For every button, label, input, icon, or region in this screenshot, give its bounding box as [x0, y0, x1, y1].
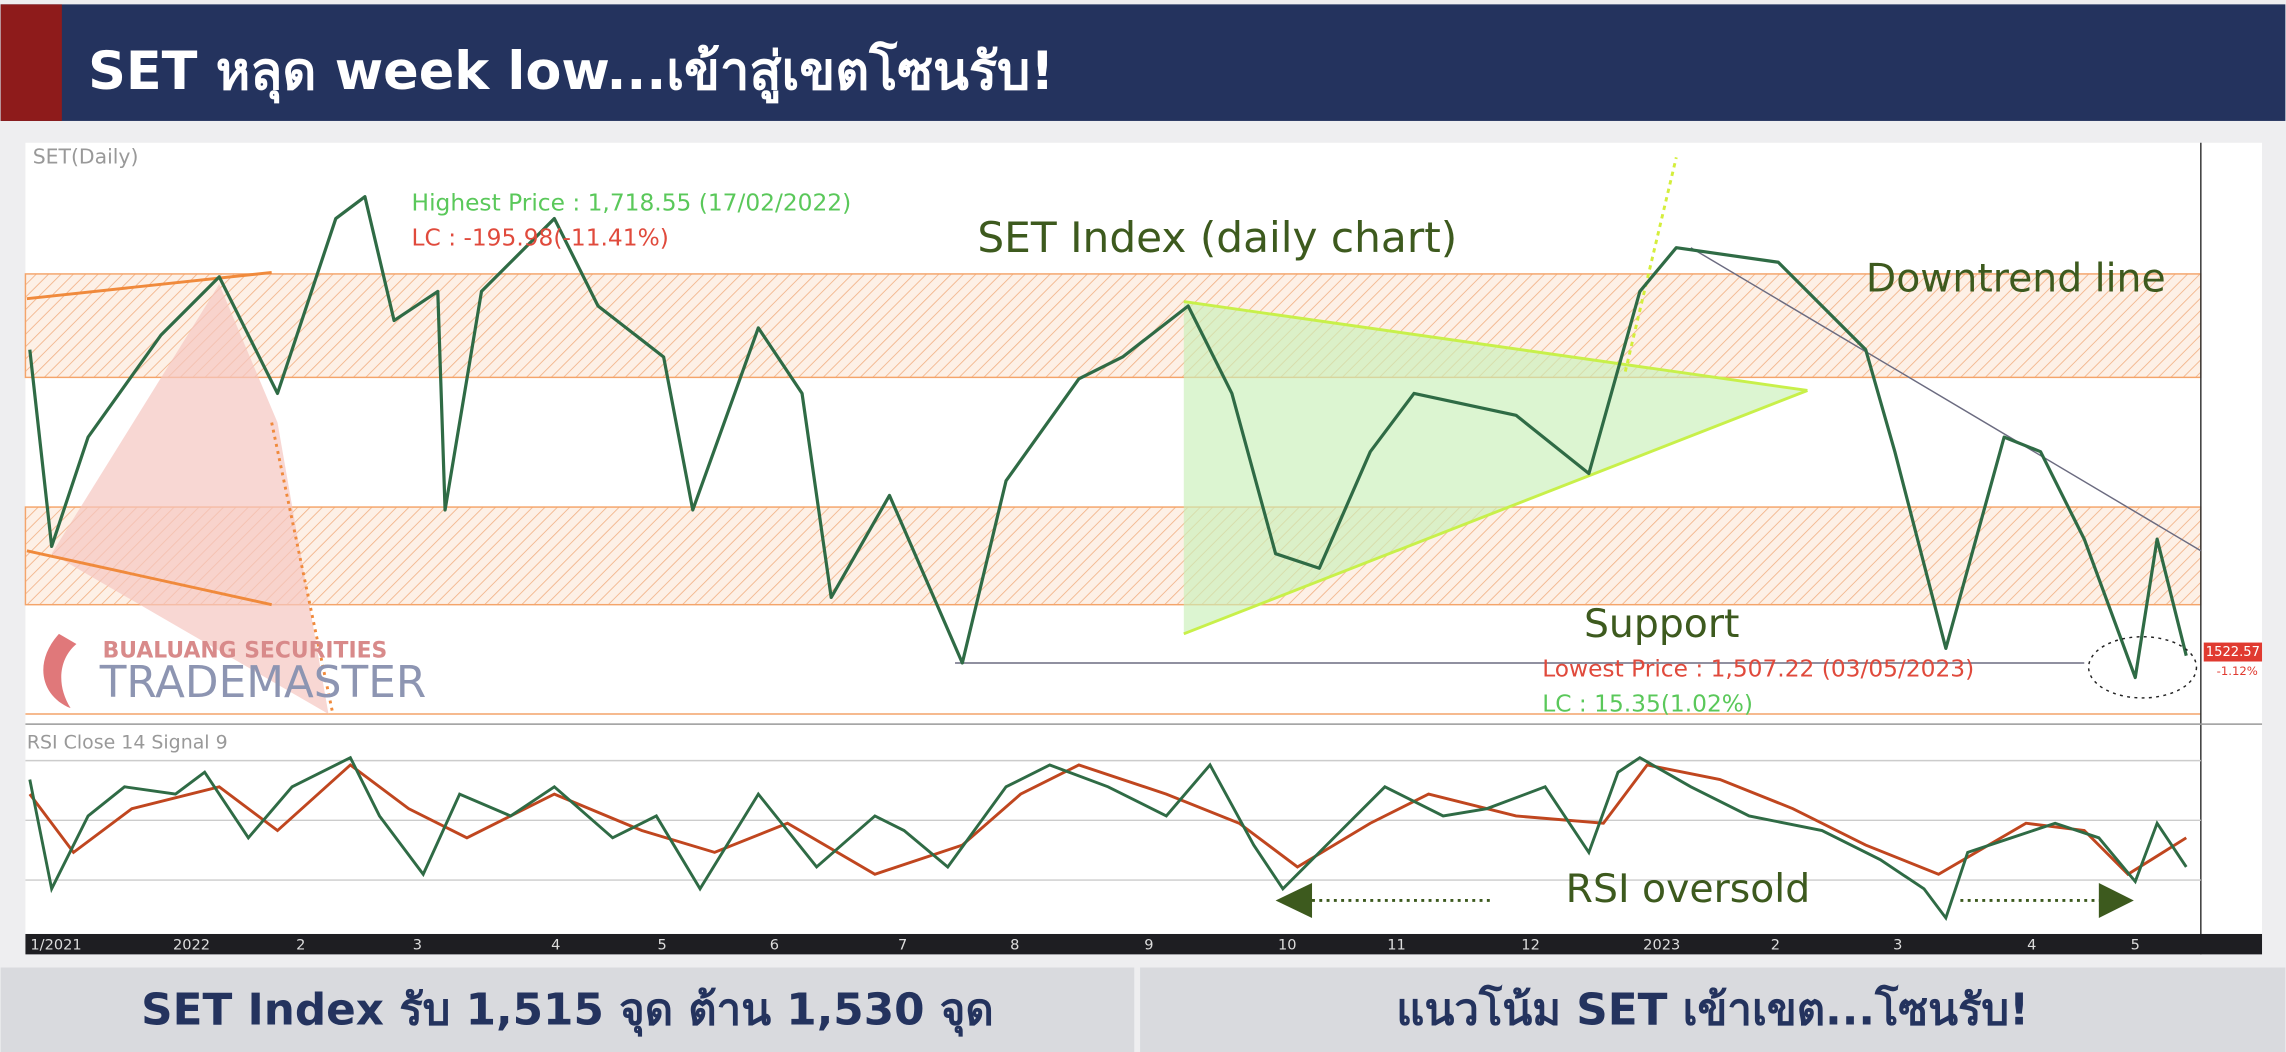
source-label: SET(Daily) — [33, 144, 139, 168]
triangle-pattern — [1183, 301, 1808, 634]
trend-line — [270, 422, 335, 715]
x-tick-label: 3 — [1893, 937, 1902, 954]
logo-top: BUALUANG SECURITIES — [103, 638, 388, 663]
x-tick-label: 11 — [1387, 937, 1406, 954]
x-tick-label: 2 — [1771, 937, 1780, 954]
title: SET หลุด week low...เข้าสู่เขตโซนรับ! — [88, 40, 1054, 104]
rsi-signal — [28, 763, 2188, 877]
downtrend-label: Downtrend line — [1866, 256, 2166, 302]
x-tick-label: 2023 — [1643, 937, 1680, 954]
arrow-head — [1275, 882, 1313, 918]
rsi-note: RSI oversold — [1566, 866, 1811, 912]
triangle-edge — [1183, 389, 1808, 636]
trend-line — [26, 271, 272, 301]
highest-change: LC : -195.98(-11.41%) — [412, 224, 669, 251]
lowest-change: LC : 15.35(1.02%) — [1542, 691, 1753, 718]
x-tick-label: 2022 — [173, 937, 210, 954]
x-axis-bar — [25, 933, 2263, 955]
rsi-line — [28, 755, 2188, 922]
highlight-ellipse — [2087, 636, 2198, 699]
title-accent — [0, 4, 62, 121]
footer-left: SET Index รับ 1,515 จุด ต้าน 1,530 จุด — [141, 985, 994, 1038]
logo-mark — [43, 633, 77, 709]
x-tick-label: 4 — [2027, 937, 2036, 954]
trend-line — [26, 549, 272, 607]
logo-bottom: TRADEMASTER — [99, 657, 426, 708]
last-change: -1.12% — [2217, 664, 2258, 678]
last-price: 1522.57 — [2206, 645, 2260, 660]
x-tick-label: 5 — [658, 937, 667, 954]
x-tick-label: 10 — [1278, 937, 1297, 954]
x-tick-label: 5 — [2131, 937, 2140, 954]
x-tick-label: 8 — [1010, 937, 1019, 954]
x-tick-label: 2 — [296, 937, 305, 954]
downtrend-line — [1690, 247, 2202, 552]
support-label: Support — [1584, 601, 1739, 647]
arrow-head — [2098, 882, 2134, 918]
footer-right: แนวโน้ม SET เข้าเขต...โซนรับ! — [1396, 984, 2029, 1036]
support-zone — [24, 506, 2202, 606]
breakout-line — [1623, 157, 1678, 372]
price-line — [28, 195, 2188, 680]
x-tick-label: 12 — [1521, 937, 1540, 954]
x-tick-label: 1/2021 — [30, 937, 81, 954]
footer-box — [1140, 967, 2286, 1052]
highest-price: Highest Price : 1,718.55 (17/02/2022) — [412, 189, 852, 216]
x-tick-label: 7 — [898, 937, 907, 954]
x-axis: 1/2021 2022 2 3 4 5 6 7 8 9 10 11 12 2023 2 3 4 5 — [30, 937, 2139, 954]
x-tick-label: 9 — [1144, 937, 1153, 954]
x-tick-label: 6 — [770, 937, 779, 954]
x-tick-label: 3 — [413, 937, 422, 954]
pattern-shape — [51, 284, 329, 714]
price-tag — [2203, 642, 2263, 662]
x-tick-label: 4 — [551, 937, 560, 954]
title-bar — [0, 4, 2286, 121]
rsi-label: RSI Close 14 Signal 9 — [27, 732, 228, 754]
lowest-price: Lowest Price : 1,507.22 (03/05/2023) — [1542, 656, 1974, 683]
triangle-edge — [1183, 300, 1808, 392]
footer-box — [0, 967, 1135, 1052]
chart-caption: SET Index (daily chart) — [977, 213, 1457, 262]
